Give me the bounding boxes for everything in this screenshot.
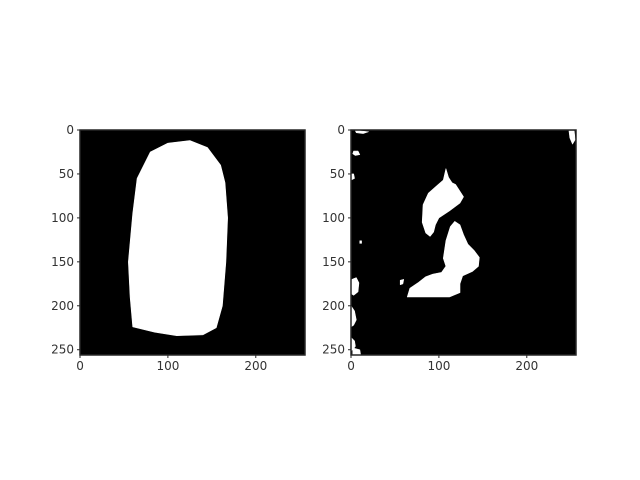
right-y-tick-label: 50	[330, 167, 345, 181]
left-x-tick-label: 0	[76, 359, 84, 373]
left-plot-frame	[79, 129, 306, 356]
left-mask-panel: 0 100 200 0 50 100 150 200 250	[51, 123, 306, 373]
left-y-tick-label: 100	[51, 211, 74, 225]
right-y-tick-label: 250	[322, 343, 345, 357]
right-mask-regions	[350, 130, 576, 356]
right-axis-ticks: 0 100 200 0 50 100 150 200 250	[322, 123, 538, 373]
right-mask-region	[441, 279, 448, 289]
right-x-tick-label: 200	[515, 359, 538, 373]
left-y-tick-label: 150	[51, 255, 74, 269]
right-y-tick-label: 100	[322, 211, 345, 225]
right-mask-region	[355, 130, 369, 134]
left-axis-ticks: 0 100 200 0 50 100 150 200 250	[51, 123, 267, 373]
left-y-tick-label: 0	[66, 123, 74, 137]
right-mask-region	[359, 240, 362, 244]
left-x-tick-label: 200	[244, 359, 267, 373]
right-mask-region	[352, 150, 361, 156]
left-y-tick-label: 250	[51, 343, 74, 357]
right-mask-panel: 0 100 200 0 50 100 150 200 250	[322, 123, 577, 373]
left-x-tick-label: 100	[156, 359, 179, 373]
right-mask-region	[399, 279, 405, 285]
right-x-tick-label: 0	[347, 359, 355, 373]
left-mask-regions	[128, 140, 228, 336]
left-y-tick-label: 200	[51, 299, 74, 313]
right-plot-frame	[350, 129, 577, 356]
right-y-tick-label: 200	[322, 299, 345, 313]
right-mask-region	[406, 221, 480, 298]
left-y-tick-label: 50	[59, 167, 74, 181]
right-mask-region	[568, 130, 576, 145]
right-x-tick-label: 100	[427, 359, 450, 373]
left-mask-region	[128, 140, 228, 336]
right-y-tick-label: 150	[322, 255, 345, 269]
right-y-tick-label: 0	[337, 123, 345, 137]
right-mask-region	[421, 168, 464, 237]
